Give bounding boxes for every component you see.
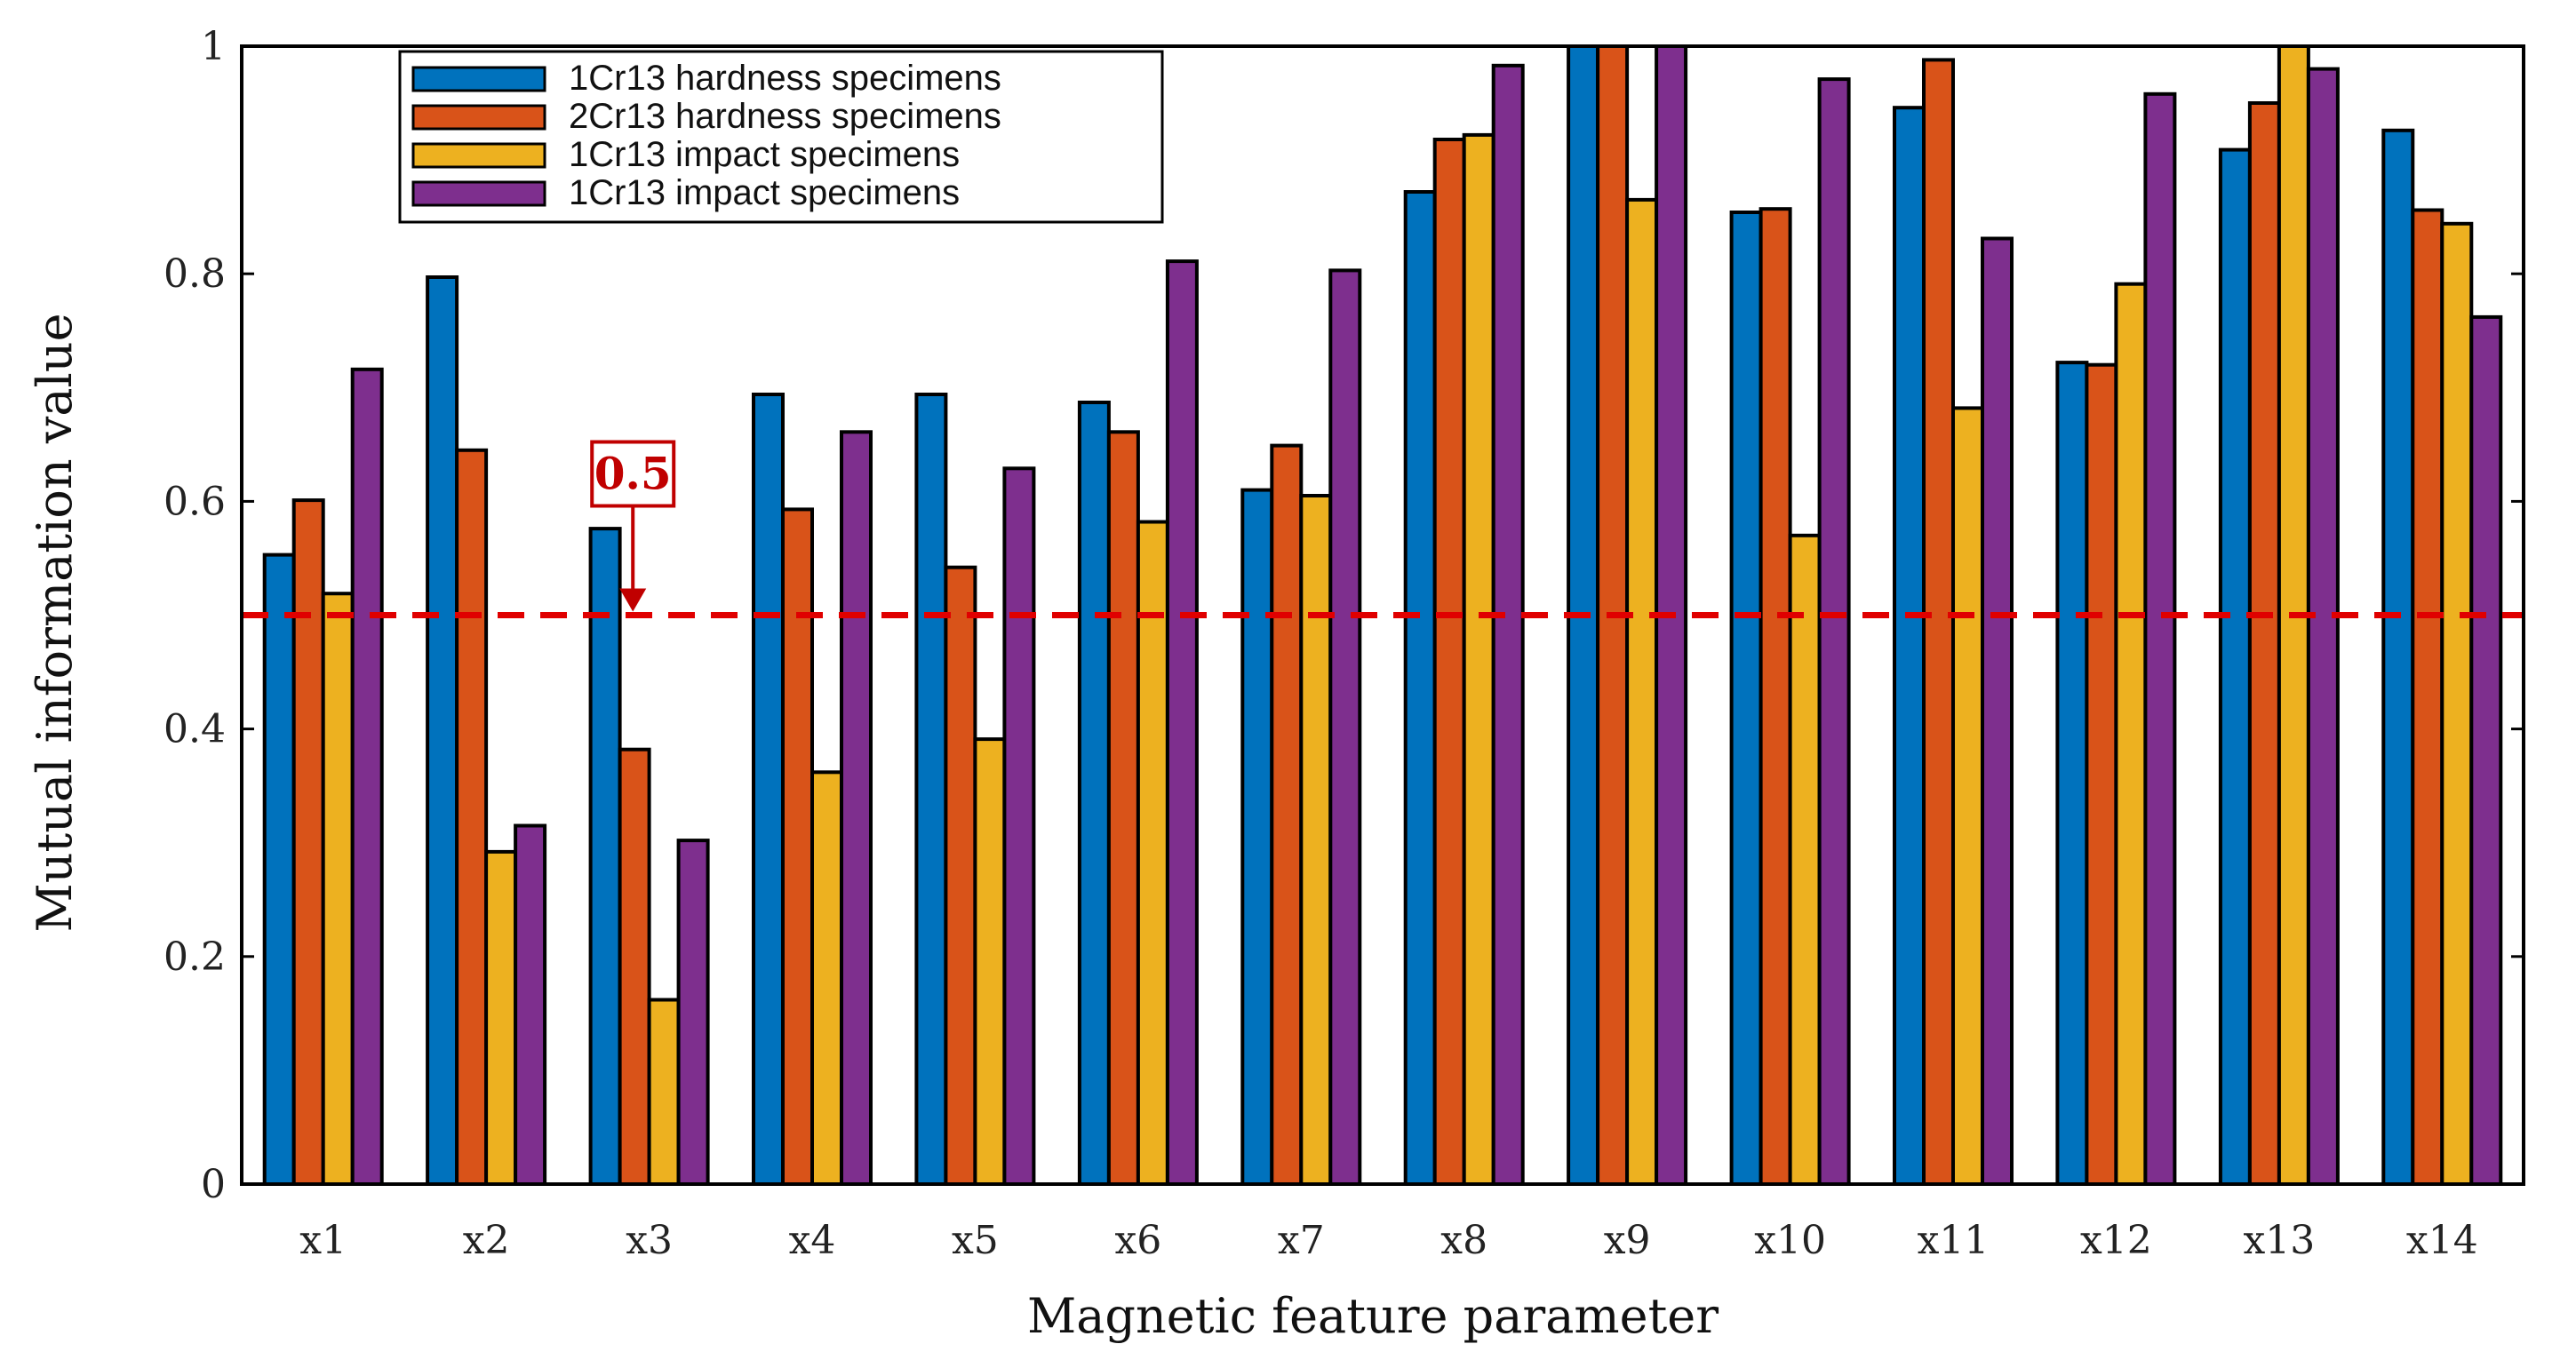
y-tick-label: 1 <box>201 24 226 69</box>
bar-x1-series-4 <box>350 367 384 1186</box>
bar-x1-series-2 <box>291 498 325 1186</box>
bar-x11-series-4 <box>1981 236 2014 1186</box>
x-tick-label: x14 <box>2406 1218 2478 1263</box>
legend-label-series-3: 1Cr13 impact specimens <box>569 135 960 174</box>
bar-x3-series-2 <box>618 747 651 1186</box>
bar-x10-series-1 <box>1729 211 1763 1186</box>
x-tick-label: x7 <box>1278 1218 1325 1263</box>
x-tick-label: x12 <box>2080 1218 2152 1263</box>
bar-x14-series-3 <box>2440 221 2474 1186</box>
threshold-layer: 0.5 <box>242 440 2524 618</box>
threshold-label-box <box>590 440 676 508</box>
bar-x4-series-1 <box>752 393 785 1186</box>
bar-x9-series-3 <box>1625 197 1659 1186</box>
bar-x5-series-3 <box>973 737 1007 1186</box>
bar-x13-series-4 <box>2306 67 2340 1187</box>
legend-swatch-series-1 <box>411 66 546 92</box>
x-tick-label: x3 <box>626 1218 673 1263</box>
bar-x12-series-2 <box>2085 362 2118 1186</box>
bar-x6-series-1 <box>1077 401 1111 1186</box>
bar-x6-series-2 <box>1106 430 1140 1186</box>
bar-x13-series-2 <box>2247 101 2281 1186</box>
x-tick-label: x6 <box>1114 1218 1161 1263</box>
bar-x5-series-1 <box>914 393 948 1186</box>
bar-x11-series-3 <box>1951 406 1984 1186</box>
bar-x2-series-4 <box>514 823 547 1186</box>
bar-x5-series-2 <box>944 565 977 1186</box>
threshold-arrow-head <box>619 588 647 612</box>
bar-x8-series-4 <box>1491 63 1525 1186</box>
x-tick-label: x13 <box>2243 1218 2315 1263</box>
legend-label-series-2: 2Cr13 hardness specimens <box>569 97 1001 136</box>
bar-x14-series-4 <box>2469 314 2503 1186</box>
x-tick-label: x11 <box>1918 1218 1990 1263</box>
bar-x3-series-3 <box>647 998 681 1186</box>
threshold-label: 0.5 <box>594 448 672 500</box>
bar-x5-series-4 <box>1002 466 1036 1186</box>
bar-x2-series-3 <box>484 849 518 1187</box>
bar-x12-series-4 <box>2143 91 2177 1186</box>
y-tick-label: 0.8 <box>163 251 226 297</box>
legend-label-series-4: 1Cr13 impact specimens <box>569 173 960 212</box>
bar-x4-series-4 <box>840 430 873 1186</box>
bar-x4-series-2 <box>781 507 814 1186</box>
bar-x6-series-4 <box>1165 259 1199 1187</box>
x-tick-label: x9 <box>1604 1218 1651 1263</box>
x-tick-label: x1 <box>299 1218 347 1263</box>
bar-x11-series-2 <box>1922 58 1955 1186</box>
bar-x14-series-1 <box>2381 128 2415 1186</box>
bar-x10-series-3 <box>1788 533 1822 1186</box>
bar-x8-series-2 <box>1432 138 1466 1186</box>
bar-x6-series-3 <box>1136 520 1169 1186</box>
bars-layer <box>262 44 2503 1187</box>
x-tick-label: x4 <box>789 1218 836 1263</box>
x-axis-title: Magnetic feature parameter <box>1027 1288 1719 1344</box>
bar-x7-series-2 <box>1270 443 1304 1187</box>
legend-swatch-series-4 <box>411 180 546 207</box>
bar-x10-series-4 <box>1817 77 1851 1187</box>
y-axis-title: Mutual information value <box>27 313 83 932</box>
bar-x7-series-4 <box>1328 268 1362 1186</box>
x-tick-label: x5 <box>952 1218 999 1263</box>
y-tick-label: 0.2 <box>163 934 226 980</box>
bar-x13-series-1 <box>2218 147 2252 1187</box>
bar-x2-series-2 <box>455 448 489 1186</box>
bar-x4-series-3 <box>810 770 843 1186</box>
bar-x12-series-1 <box>2055 361 2089 1187</box>
y-tick-label: 0.6 <box>163 479 226 524</box>
bar-x1-series-3 <box>321 592 355 1186</box>
bar-x8-series-3 <box>1462 132 1495 1186</box>
bar-x11-series-1 <box>1893 106 1926 1187</box>
axes-layer: x1 x2 x3 x4 x5 x6 x7 x8 x9 x10 x11 x12 x13 x14 0 0.2 0.4… <box>163 24 2525 1263</box>
bar-x7-series-1 <box>1240 488 1274 1186</box>
bar-x10-series-2 <box>1759 207 1792 1187</box>
bar-x3-series-1 <box>588 527 622 1186</box>
x-tick-label: x8 <box>1440 1218 1487 1263</box>
bar-x1-series-1 <box>262 553 296 1186</box>
x-tick-label: x10 <box>1754 1218 1826 1263</box>
bar-x2-series-1 <box>426 275 459 1186</box>
plot-frame <box>240 44 2525 1186</box>
bar-x7-series-3 <box>1299 494 1333 1186</box>
legend-swatch-series-2 <box>411 104 546 131</box>
bar-x12-series-3 <box>2114 282 2148 1186</box>
y-tick-label: 0.4 <box>163 707 226 752</box>
y-tick-label: 0 <box>201 1162 226 1207</box>
legend-label-series-1: 1Cr13 hardness specimens <box>569 59 1001 98</box>
bar-x14-series-2 <box>2411 208 2444 1186</box>
legend-swatch-series-3 <box>411 142 546 169</box>
bar-x8-series-1 <box>1403 190 1437 1186</box>
x-tick-label: x2 <box>463 1218 510 1263</box>
bar-x3-series-4 <box>676 839 710 1186</box>
